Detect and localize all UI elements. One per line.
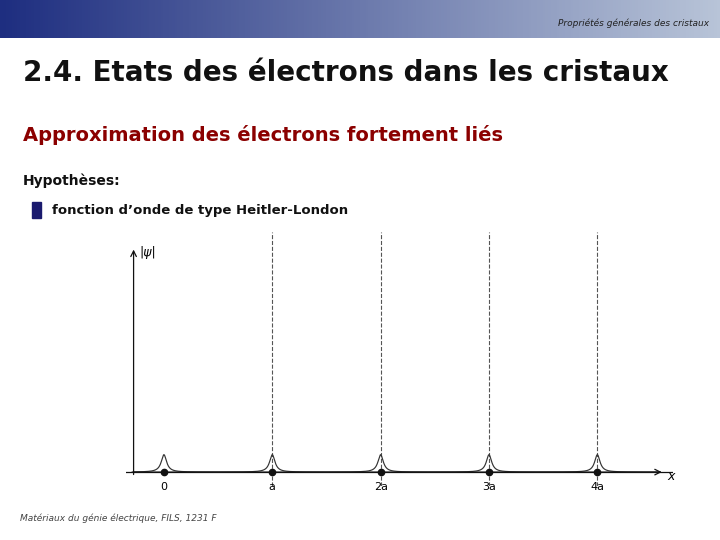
Text: 4a: 4a — [590, 482, 604, 491]
Text: 2a: 2a — [374, 482, 387, 491]
Text: x: x — [667, 470, 675, 483]
Text: a: a — [269, 482, 276, 491]
Text: Matériaux du génie électrique, FILS, 1231 F: Matériaux du génie électrique, FILS, 123… — [20, 513, 217, 523]
Text: 3a: 3a — [482, 482, 496, 491]
Text: Propriétés générales des cristaux: Propriétés générales des cristaux — [558, 19, 709, 28]
Text: Approximation des électrons fortement liés: Approximation des électrons fortement li… — [23, 125, 503, 145]
Text: 2.4. Etats des électrons dans les cristaux: 2.4. Etats des électrons dans les crista… — [23, 59, 668, 87]
Text: Hypothèses:: Hypothèses: — [23, 174, 120, 188]
Bar — [32, 202, 41, 218]
Text: 0: 0 — [161, 482, 168, 491]
Text: fonction d’onde de type Heitler-London: fonction d’onde de type Heitler-London — [53, 204, 348, 217]
Text: |ψ|: |ψ| — [139, 246, 156, 259]
